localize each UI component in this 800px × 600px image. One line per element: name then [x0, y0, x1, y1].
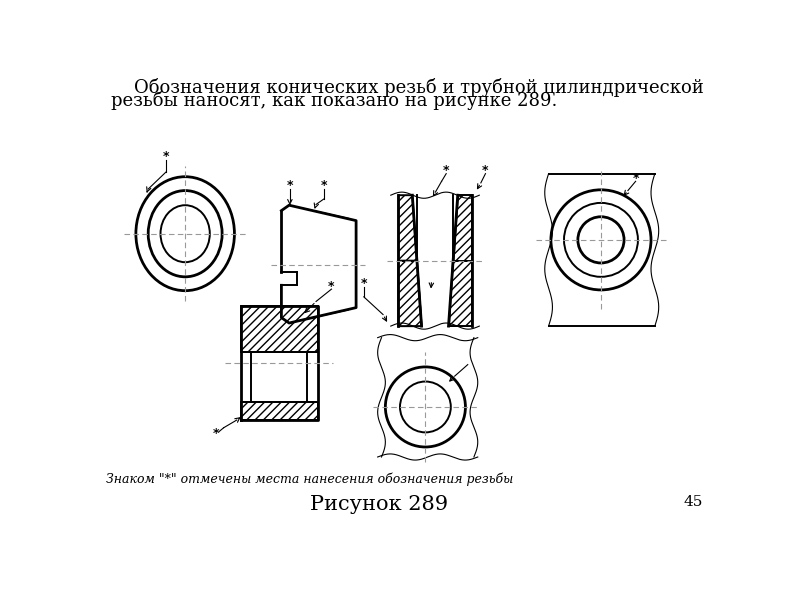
Text: *: *	[328, 280, 334, 293]
Text: *: *	[286, 179, 293, 193]
Polygon shape	[241, 403, 318, 420]
Polygon shape	[241, 306, 318, 352]
Text: *: *	[632, 172, 639, 185]
Text: *: *	[213, 427, 219, 440]
Text: Знаком "*" отмечены места нанесения обозначения резьбы: Знаком "*" отмечены места нанесения обоз…	[106, 472, 514, 486]
Text: *: *	[443, 164, 450, 177]
Text: Рисунок 289: Рисунок 289	[310, 496, 448, 515]
Text: резьбы наносят, как показано на рисунке 289.: резьбы наносят, как показано на рисунке …	[111, 91, 558, 110]
Text: *: *	[482, 164, 489, 177]
Text: *: *	[162, 150, 169, 163]
Polygon shape	[449, 195, 472, 326]
Text: 45: 45	[683, 496, 702, 509]
Text: Обозначения конических резьб и трубной цилиндрической: Обозначения конических резьб и трубной ц…	[111, 78, 704, 97]
Polygon shape	[398, 260, 422, 326]
Polygon shape	[398, 195, 422, 326]
Text: *: *	[321, 179, 327, 193]
Text: *: *	[361, 277, 367, 290]
Polygon shape	[449, 260, 472, 326]
